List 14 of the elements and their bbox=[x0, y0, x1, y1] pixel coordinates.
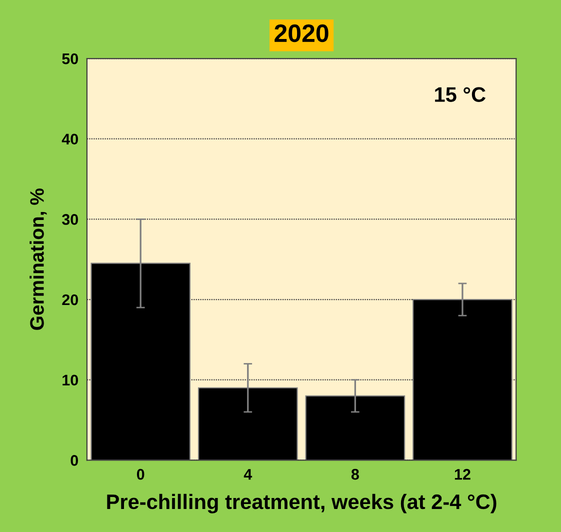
x-tick-label: 8 bbox=[351, 468, 359, 480]
x-tick-label: 4 bbox=[244, 469, 252, 480]
x-tick-label: 12 bbox=[454, 468, 470, 480]
y-tick-label: 30 bbox=[62, 214, 78, 225]
y-axis-title: Germination, % bbox=[30, 188, 47, 330]
x-axis-title: Pre-chilling treatment, weeks (at 2-4 °C) bbox=[107, 494, 496, 514]
chart-title: 2020 bbox=[274, 24, 328, 42]
y-tick-label: 0 bbox=[70, 455, 78, 466]
x-tick-label: 0 bbox=[136, 468, 144, 480]
y-tick-label: 10 bbox=[62, 374, 78, 386]
y-tick-label: 40 bbox=[62, 134, 78, 145]
y-tick-label: 50 bbox=[62, 53, 78, 64]
y-tick-label: 20 bbox=[62, 294, 78, 306]
annotation: 15 °C bbox=[435, 87, 486, 102]
